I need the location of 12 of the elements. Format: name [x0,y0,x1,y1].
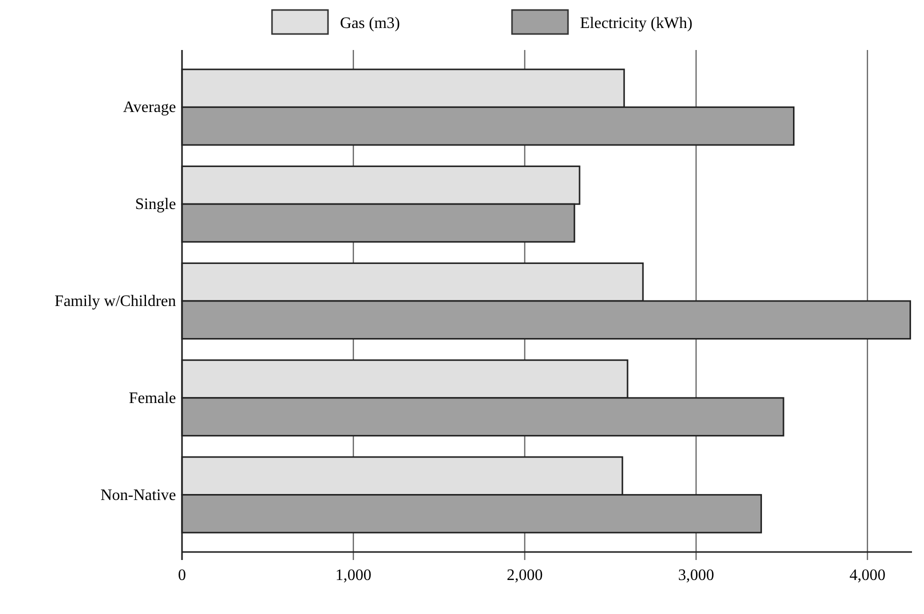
legend-label: Gas (m3) [340,15,400,32]
x-tick-label: 4,000 [849,567,886,584]
x-tick-label: 2,000 [506,567,543,584]
x-tick-label: 3,000 [678,567,714,584]
y-tick-label: Single [135,196,176,214]
y-tick-label: Average [123,99,176,116]
y-tick-label: Non-Native [100,486,176,504]
x-tick-label: 1,000 [335,567,372,584]
y-tick-label: Family w/Children [54,293,176,310]
legend-label: Electricity (kWh) [580,15,692,32]
y-tick-label: Female [128,390,176,407]
x-tick-label: 0 [178,567,186,584]
